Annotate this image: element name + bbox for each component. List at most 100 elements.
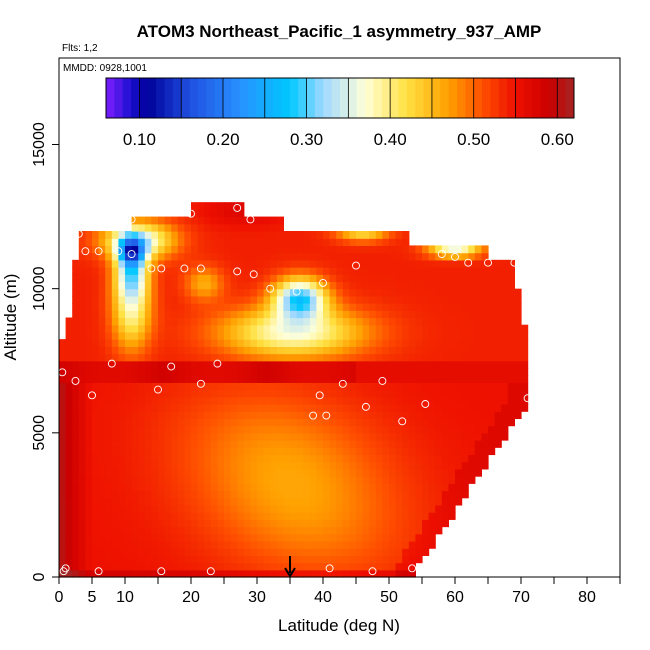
heat-cell (349, 396, 357, 405)
heat-cell (204, 360, 212, 369)
heat-cell (382, 231, 390, 239)
heat-cell (395, 432, 403, 441)
heat-cell (197, 548, 205, 556)
heat-cell (362, 512, 370, 520)
heat-cell (224, 331, 232, 340)
heat-cell (428, 411, 436, 420)
heat-cell (177, 526, 185, 535)
heat-cell (230, 367, 238, 376)
heat-cell (263, 490, 271, 499)
heat-cell (316, 382, 324, 391)
heat-cell (329, 382, 337, 391)
heat-cell (204, 252, 212, 261)
heat-cell (303, 382, 311, 391)
heat-cell (494, 360, 502, 369)
heat-cell (158, 562, 166, 571)
heat-cell (125, 526, 133, 535)
heat-cell (224, 339, 232, 347)
heat-cell (204, 259, 212, 268)
heat-cell (501, 331, 509, 340)
heat-cell (349, 411, 357, 420)
colorbar-cell (131, 78, 140, 118)
heat-cell (131, 497, 139, 506)
heat-cell (474, 252, 482, 261)
heat-cell (415, 490, 423, 499)
heat-cell (382, 375, 390, 383)
heat-cell (105, 490, 113, 499)
heat-cell (144, 346, 152, 355)
heat-cell (85, 540, 93, 549)
heat-cell (276, 440, 284, 448)
heat-cell (349, 360, 357, 369)
heat-cell (72, 461, 80, 470)
heat-cell (336, 238, 344, 247)
heat-cell (356, 259, 364, 268)
heat-cell (98, 396, 106, 405)
heat-cell (422, 447, 430, 456)
heat-cell (415, 267, 423, 275)
heat-cell (441, 259, 449, 268)
heat-cell (85, 411, 93, 420)
heat-cell (375, 281, 383, 290)
heat-cell (270, 404, 278, 412)
heat-cell (243, 432, 251, 441)
heat-cell (422, 548, 430, 556)
heat-cell (230, 288, 238, 297)
heat-cell (270, 303, 278, 311)
heat-cell (276, 396, 284, 405)
heat-cell (125, 267, 133, 275)
heat-cell (276, 562, 284, 571)
heat-cell (362, 295, 370, 304)
heat-cell (230, 346, 238, 355)
heat-cell (191, 404, 199, 412)
heat-cell (395, 461, 403, 470)
heat-cell (78, 548, 86, 556)
heat-cell (230, 382, 238, 391)
heat-cell (237, 353, 245, 362)
heat-cell (210, 512, 218, 520)
heat-cell (481, 274, 489, 283)
heat-cell (217, 569, 225, 578)
heat-cell (303, 375, 311, 383)
heat-cell (191, 238, 199, 247)
heat-cell (468, 324, 476, 333)
heat-cell (270, 353, 278, 362)
heat-cell (78, 461, 86, 470)
heat-cell (138, 339, 146, 347)
heat-cell (98, 411, 106, 420)
heat-cell (435, 274, 443, 283)
heat-cell (237, 216, 245, 225)
heat-cell (171, 353, 179, 362)
heat-cell (237, 317, 245, 326)
heat-cell (92, 382, 100, 391)
heat-cell (507, 346, 515, 355)
heat-cell (303, 468, 311, 477)
heat-cell (263, 295, 271, 304)
x-tick-label: 40 (314, 589, 332, 606)
heat-cell (72, 396, 80, 405)
heat-cell (98, 418, 106, 427)
heat-cell (356, 288, 364, 297)
colorbar-cell (122, 78, 132, 118)
heat-cell (230, 562, 238, 571)
heat-cell (408, 468, 416, 477)
heat-cell (501, 267, 509, 275)
heat-cell (323, 245, 331, 254)
heat-cell (474, 339, 482, 347)
heat-cell (92, 396, 100, 405)
heat-cell (323, 404, 331, 412)
heat-cell (250, 367, 258, 376)
heat-cell (501, 310, 509, 319)
colorbar-tick-label: 0.40 (374, 130, 407, 149)
heat-cell (323, 468, 331, 477)
heat-cell (389, 425, 397, 434)
heat-cell (237, 425, 245, 434)
heat-cell (125, 389, 133, 398)
heat-cell (131, 432, 139, 441)
heat-cell (329, 504, 337, 513)
heat-cell (85, 519, 93, 528)
heat-cell (309, 238, 317, 247)
heat-cell (276, 512, 284, 520)
heat-cell (375, 245, 383, 254)
heat-cell (336, 461, 344, 470)
